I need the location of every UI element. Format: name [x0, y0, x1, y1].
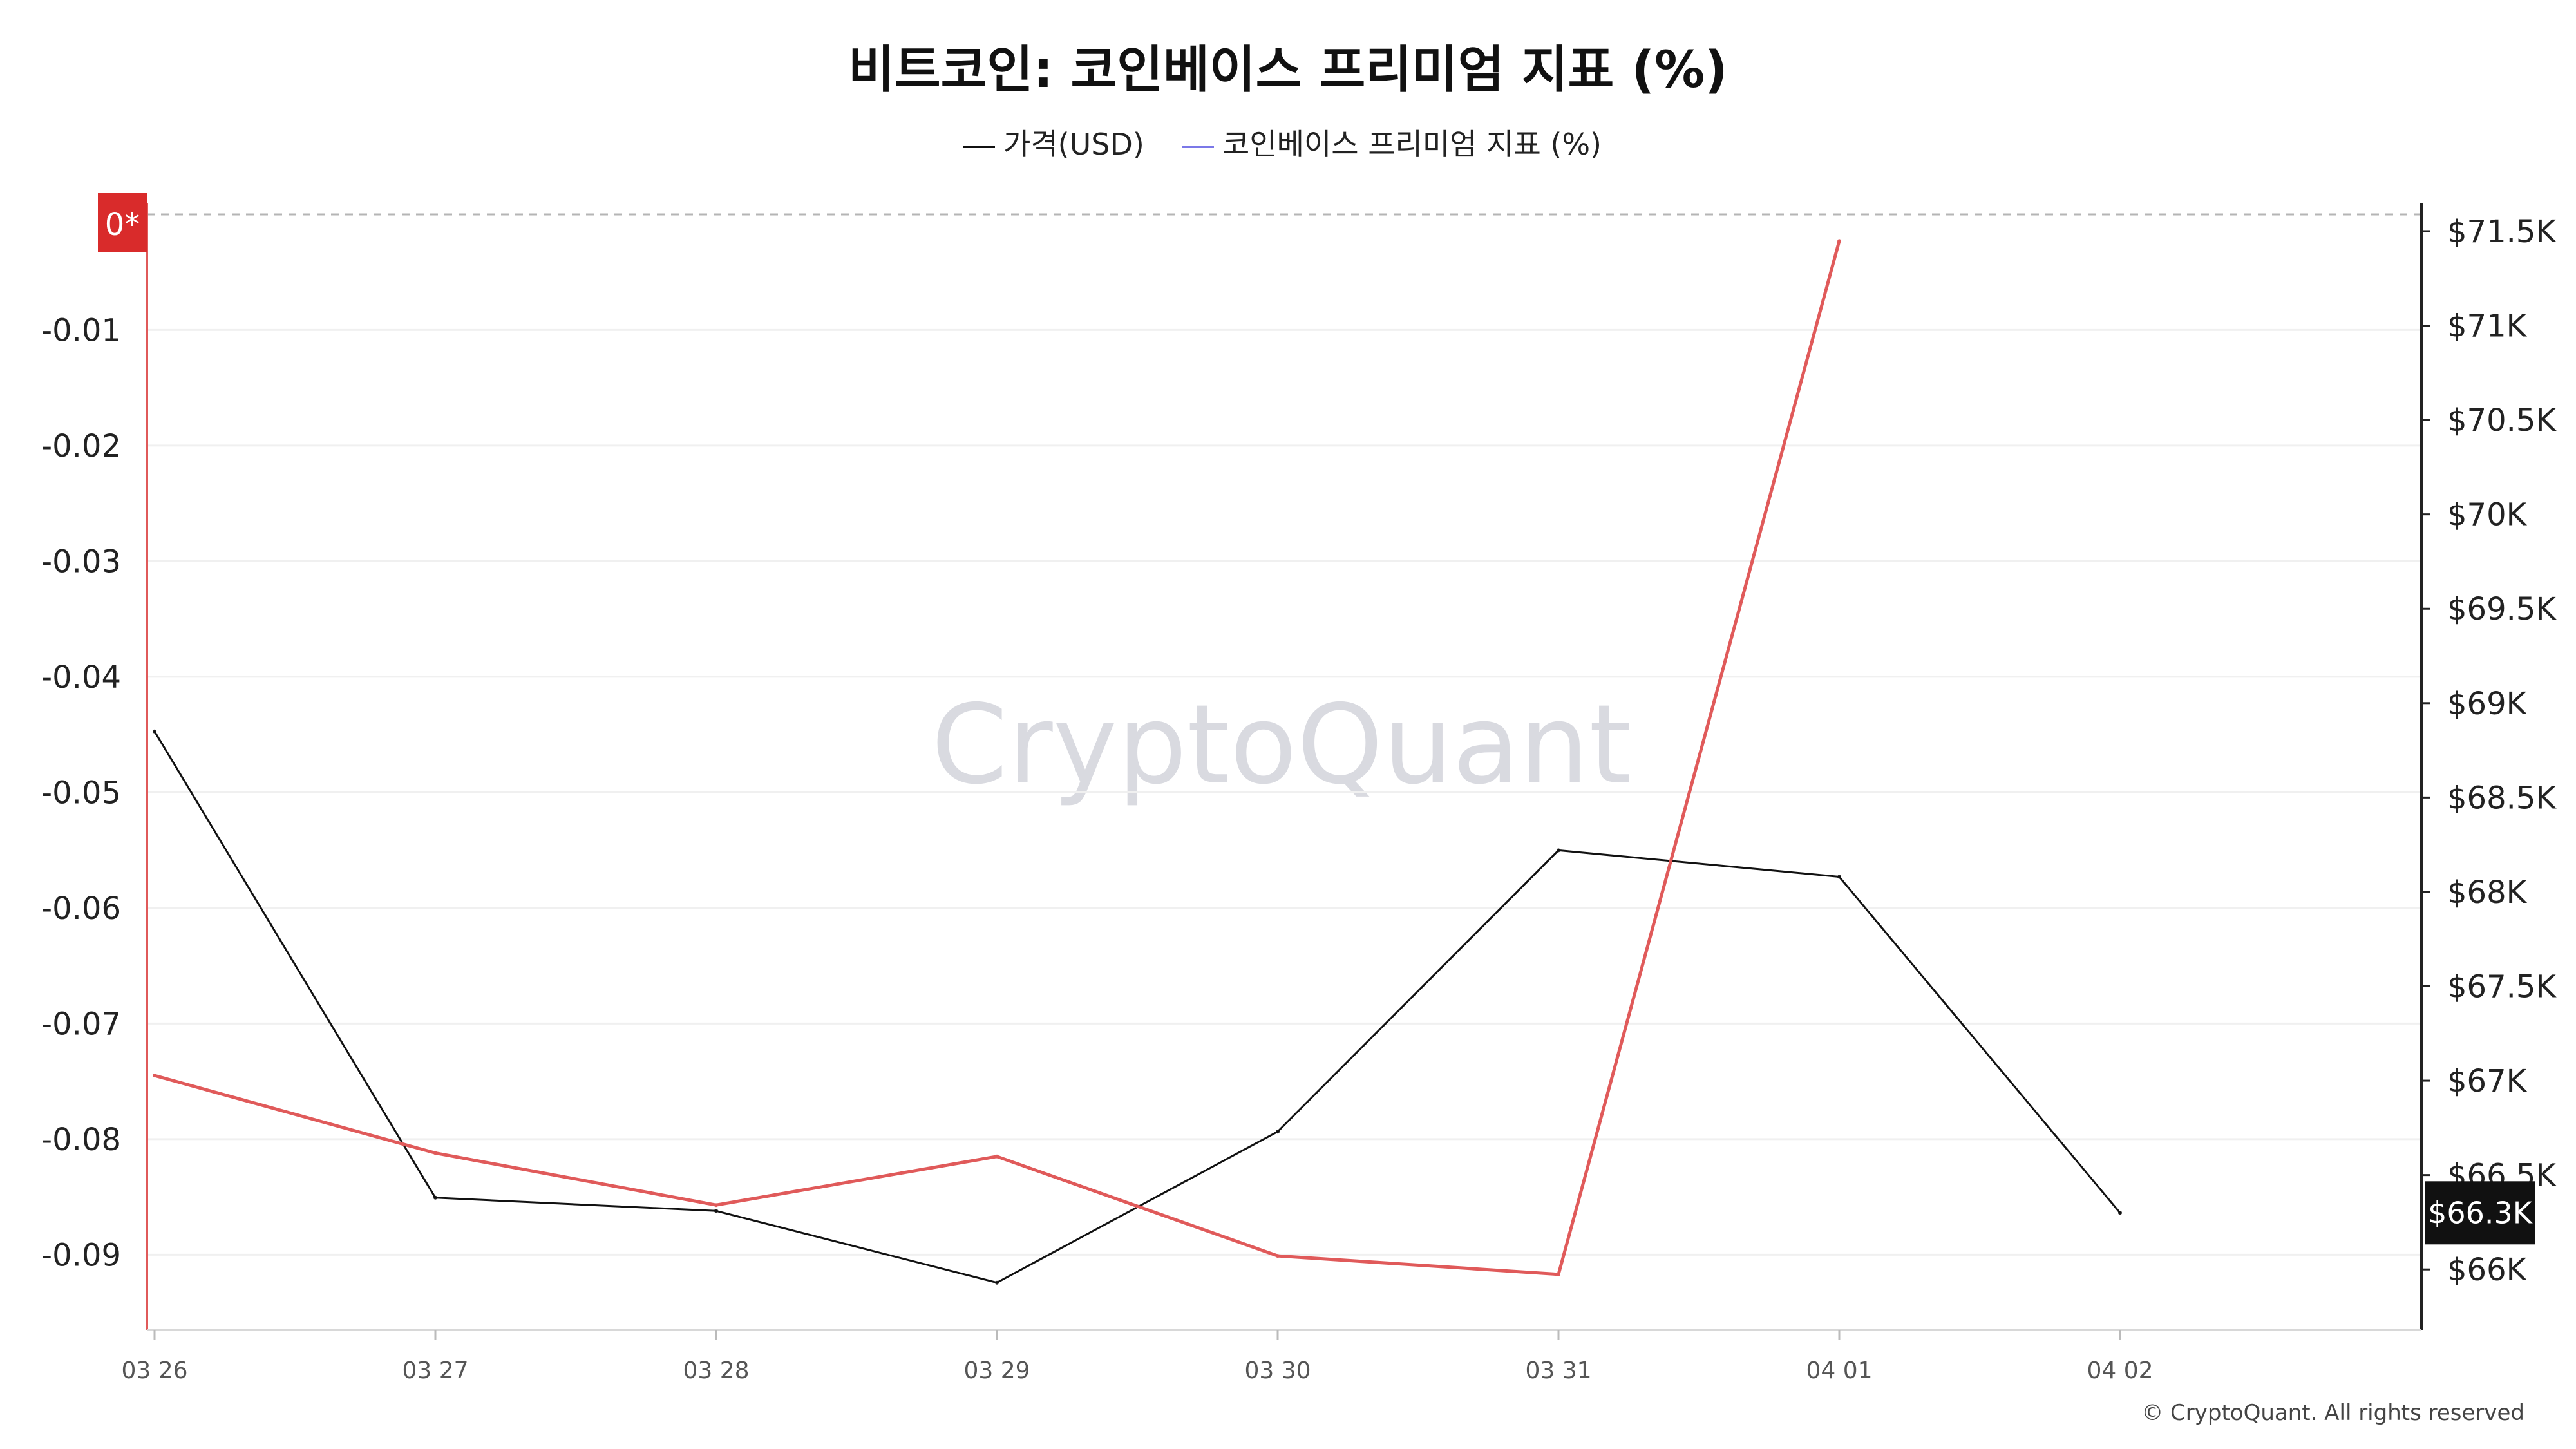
right-tick-label-7: $68K — [2447, 875, 2528, 911]
legend-label-premium[interactable]: 코인베이스 프리미엄 지표 (%) — [1222, 127, 1602, 162]
right-tick-label-2: $70.5K — [2447, 402, 2557, 439]
left-tick-label-6: -0.06 — [41, 891, 121, 927]
left-tick-label-5: -0.05 — [41, 775, 121, 811]
right-tick-label-8: $67.5K — [2447, 969, 2557, 1005]
grid — [147, 213, 2421, 1256]
left-tick-label-8: -0.08 — [41, 1122, 121, 1158]
left-axis-badge-label: 0* — [105, 207, 140, 243]
left-tick-label-2: -0.02 — [41, 428, 121, 464]
copyright: © CryptoQuant. All rights reserved — [2141, 1400, 2524, 1426]
current-price-tag-label: $66.3K — [2428, 1195, 2533, 1230]
current-price-tag: $66.3K — [2425, 1181, 2535, 1245]
right-tick-label-3: $70K — [2447, 497, 2528, 533]
left-axis-badge: 0* — [98, 193, 147, 252]
left-tick-label-7: -0.07 — [41, 1006, 121, 1042]
right-tick-label-5: $69K — [2447, 686, 2528, 722]
right-tick-label-6: $68.5K — [2447, 780, 2557, 816]
legend-label-price[interactable]: 가격(USD) — [1003, 127, 1144, 162]
data-point-price-2 — [714, 1209, 718, 1213]
right-tick-label-11: $66K — [2447, 1252, 2528, 1288]
x-tick-label-2: 03 28 — [683, 1358, 749, 1384]
data-point-price-3 — [995, 1280, 999, 1285]
current-price-tag-box — [2425, 1181, 2535, 1245]
series-line-price — [153, 730, 2121, 1284]
tick-labels: 03 26 03 27 03 28 03 29 03 30 03 31 04 01 04 02… — [41, 197, 2557, 1384]
data-point-price-6 — [1837, 875, 1841, 879]
left-tick-label-9: -0.09 — [41, 1237, 121, 1273]
right-tick-label-0: $71.5K — [2447, 214, 2557, 250]
left-tick-label-1: -0.01 — [41, 312, 121, 348]
data-point-premium-1 — [433, 1151, 437, 1155]
x-tick-label-4: 03 30 — [1244, 1358, 1311, 1384]
left-axis-badge-box — [98, 193, 147, 252]
x-tick-label-5: 03 31 — [1525, 1358, 1591, 1384]
chart-title: 비트코인: 코인베이스 프리미엄 지표 (%) — [848, 41, 1728, 99]
right-tick-label-4: $69.5K — [2447, 591, 2557, 627]
data-point-price-1 — [433, 1195, 437, 1200]
data-point-premium-6 — [1837, 239, 1841, 243]
x-tick-label-6: 04 01 — [1806, 1358, 1872, 1384]
chart-legend: 가격(USD) 코인베이스 프리미엄 지표 (%) — [963, 127, 1602, 162]
data-point-premium-2 — [714, 1203, 718, 1208]
data-point-premium-3 — [995, 1154, 999, 1159]
data-point-price-0 — [153, 729, 156, 734]
data-point-price-5 — [1557, 848, 1560, 853]
axes — [146, 203, 2430, 1340]
left-tick-label-3: -0.03 — [41, 544, 121, 580]
series-layer — [153, 239, 2122, 1285]
x-tick-label-7: 04 02 — [2087, 1358, 2153, 1384]
data-point-premium-0 — [153, 1074, 156, 1078]
watermark: CryptoQuant — [931, 681, 1632, 809]
data-point-premium-4 — [1276, 1254, 1280, 1258]
right-tick-label-1: $71K — [2447, 308, 2528, 345]
data-point-premium-5 — [1557, 1272, 1560, 1276]
data-point-price-7 — [2118, 1211, 2122, 1215]
right-tick-label-9: $67K — [2447, 1063, 2528, 1099]
x-tick-label-0: 03 26 — [121, 1358, 187, 1384]
x-tick-label-3: 03 29 — [963, 1358, 1030, 1384]
data-point-price-4 — [1276, 1130, 1280, 1134]
x-tick-label-1: 03 27 — [402, 1358, 468, 1384]
left-tick-label-4: -0.04 — [41, 659, 121, 696]
